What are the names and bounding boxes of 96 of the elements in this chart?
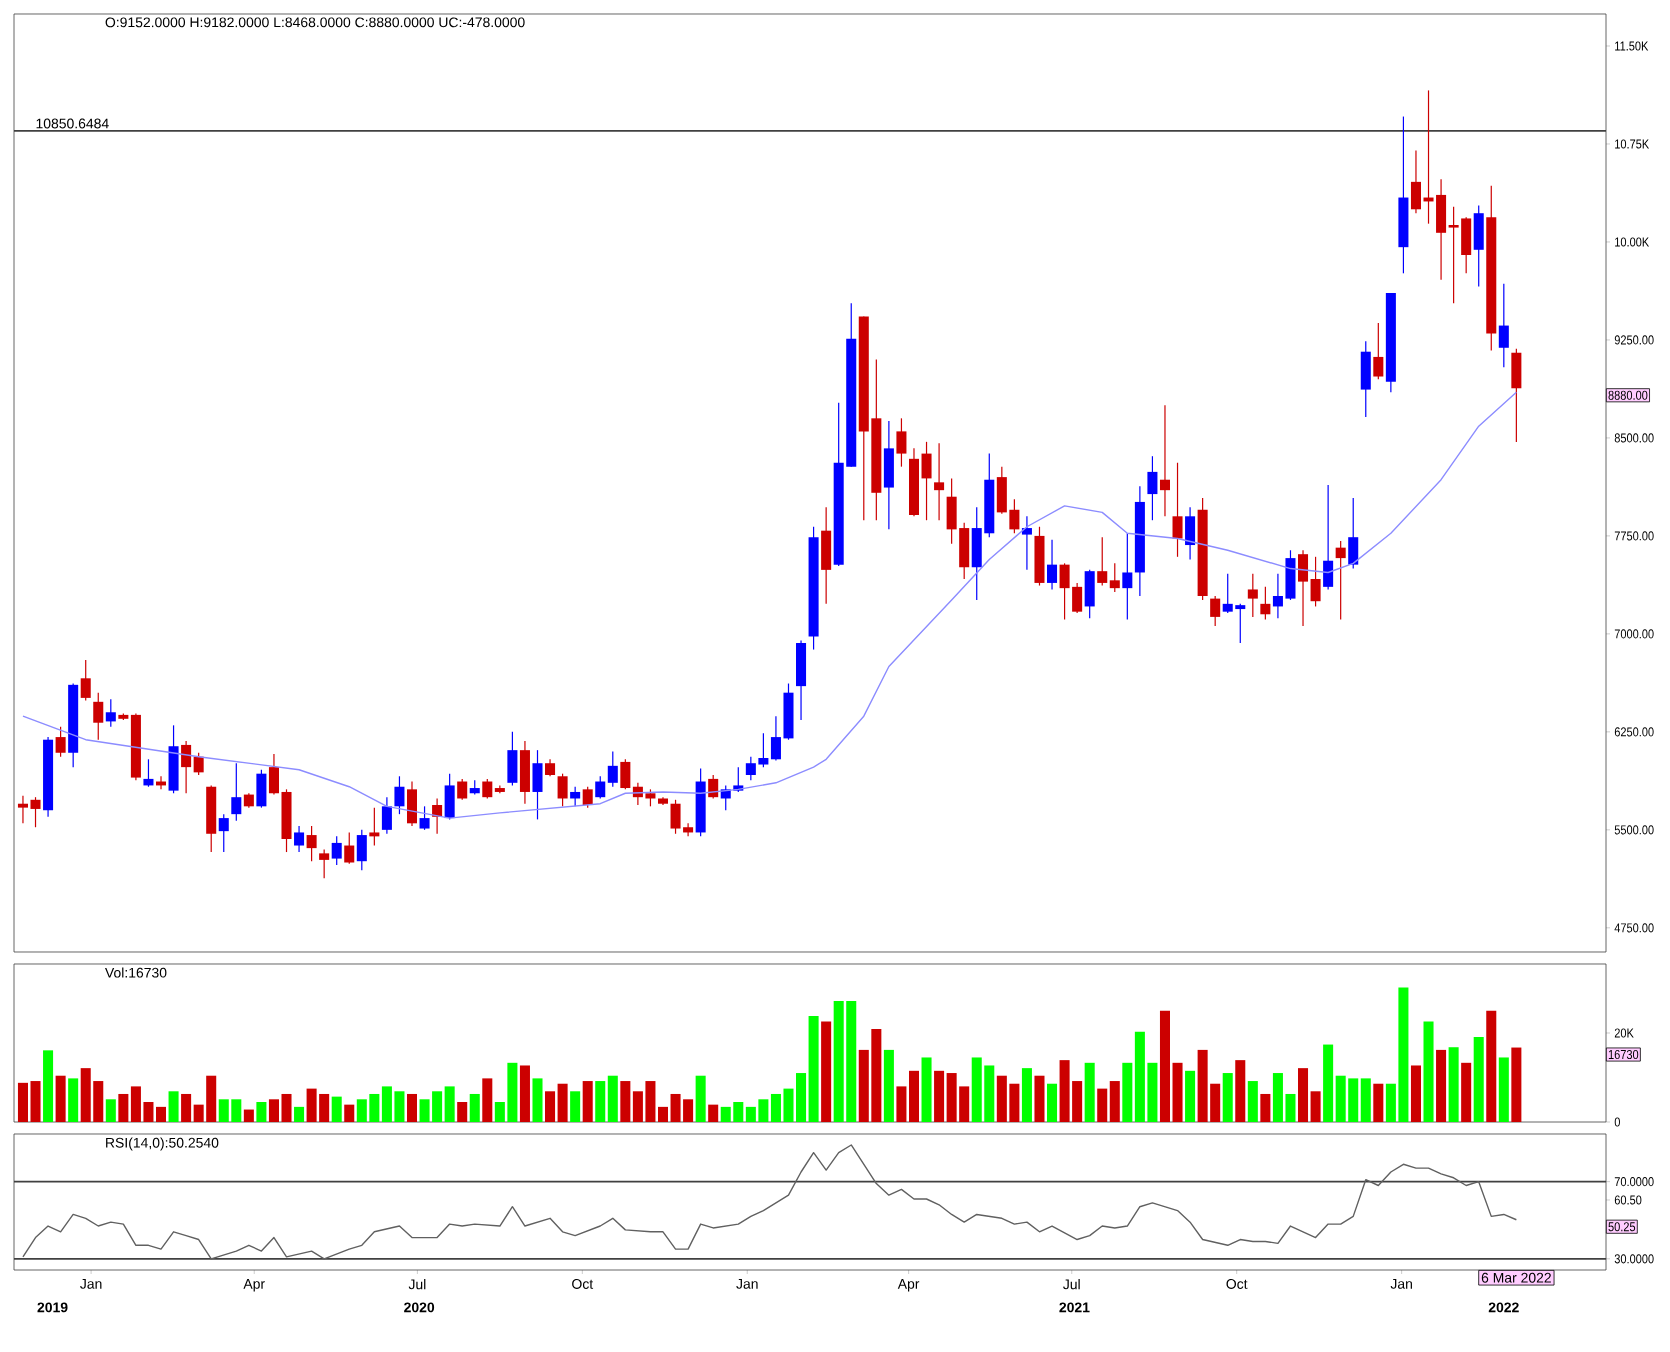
bar <box>469 1093 480 1122</box>
bar <box>570 1091 581 1122</box>
bar <box>1260 1093 1271 1122</box>
candlestick <box>1323 484 1334 591</box>
bar <box>1511 1047 1522 1122</box>
candlestick <box>206 784 217 853</box>
bar <box>1486 1010 1497 1122</box>
bar <box>883 1049 894 1122</box>
candlestick <box>1147 455 1158 521</box>
candlestick <box>1159 404 1170 517</box>
candlestick <box>344 831 355 865</box>
bar <box>1373 1083 1384 1122</box>
candlestick <box>582 786 593 809</box>
candlestick <box>1122 532 1133 621</box>
bar <box>821 1021 832 1122</box>
candlestick <box>1473 204 1484 287</box>
candlestick <box>256 769 267 809</box>
candlestick <box>507 731 518 787</box>
candlestick <box>457 778 468 801</box>
candlestick <box>306 825 317 862</box>
bar <box>708 1104 719 1122</box>
bar <box>243 1109 254 1122</box>
candlestick <box>1084 569 1095 619</box>
candlestick <box>1021 515 1032 571</box>
candlestick <box>356 829 367 871</box>
candlestick <box>1360 340 1371 418</box>
bar <box>1461 1062 1472 1122</box>
candlestick <box>406 780 418 827</box>
bar <box>1473 1036 1484 1122</box>
bar <box>331 1096 342 1122</box>
bar <box>1410 1065 1421 1122</box>
bar <box>1021 1068 1032 1122</box>
candlestick <box>1373 322 1384 380</box>
candlestick <box>331 835 342 866</box>
candlestick <box>796 639 807 721</box>
candlestick <box>570 786 581 807</box>
candlestick <box>1335 540 1346 621</box>
bar <box>43 1050 54 1122</box>
bar <box>582 1081 593 1122</box>
candlestick <box>1210 595 1221 627</box>
bar <box>55 1075 66 1122</box>
candlestick <box>444 773 455 820</box>
candlestick <box>1247 573 1258 618</box>
candlestick <box>419 805 430 831</box>
candlestick <box>519 740 530 805</box>
candlestick <box>883 420 894 530</box>
candlestick <box>218 813 229 853</box>
bar <box>1498 1057 1509 1122</box>
bar <box>695 1075 706 1122</box>
candlestick <box>394 775 405 815</box>
candlestick <box>93 692 104 741</box>
bar <box>1436 1049 1447 1122</box>
bar <box>1423 1021 1434 1122</box>
bar <box>1235 1060 1246 1122</box>
bar <box>406 1093 418 1122</box>
bar <box>1247 1081 1258 1122</box>
bar <box>105 1099 116 1122</box>
candlestick <box>821 506 832 605</box>
candlestick <box>231 762 242 822</box>
bar <box>1185 1070 1196 1122</box>
candlestick <box>381 796 392 835</box>
candlestick <box>1047 539 1058 591</box>
bar <box>256 1101 267 1122</box>
candlestick <box>80 659 91 702</box>
bar <box>532 1078 543 1122</box>
candlestick <box>1185 506 1196 561</box>
bar <box>1222 1073 1233 1122</box>
bar <box>1034 1075 1045 1122</box>
candlestick <box>143 758 154 788</box>
bar <box>168 1091 179 1122</box>
bar <box>1047 1083 1058 1122</box>
candlestick <box>369 807 380 847</box>
candlestick <box>1498 283 1509 368</box>
candlestick <box>1511 348 1522 443</box>
candlestick <box>1034 526 1045 587</box>
bar <box>68 1078 79 1122</box>
candlestick <box>557 773 568 807</box>
bar <box>482 1078 493 1122</box>
candlestick <box>532 749 543 820</box>
candlestick <box>1260 586 1271 621</box>
candlestick <box>168 724 179 794</box>
bar <box>1084 1062 1095 1122</box>
bar <box>294 1106 305 1122</box>
candlestick <box>294 825 305 853</box>
candlestick <box>1172 462 1183 558</box>
bar <box>921 1057 932 1122</box>
candlestick <box>1348 497 1359 570</box>
bar <box>1448 1047 1459 1122</box>
bar <box>519 1065 530 1122</box>
candlestick <box>896 417 907 468</box>
candlestick <box>319 848 330 879</box>
bar <box>457 1101 468 1122</box>
candlestick <box>105 698 116 728</box>
bar <box>344 1104 355 1122</box>
candlestick <box>934 442 945 521</box>
candlestick <box>55 726 66 758</box>
